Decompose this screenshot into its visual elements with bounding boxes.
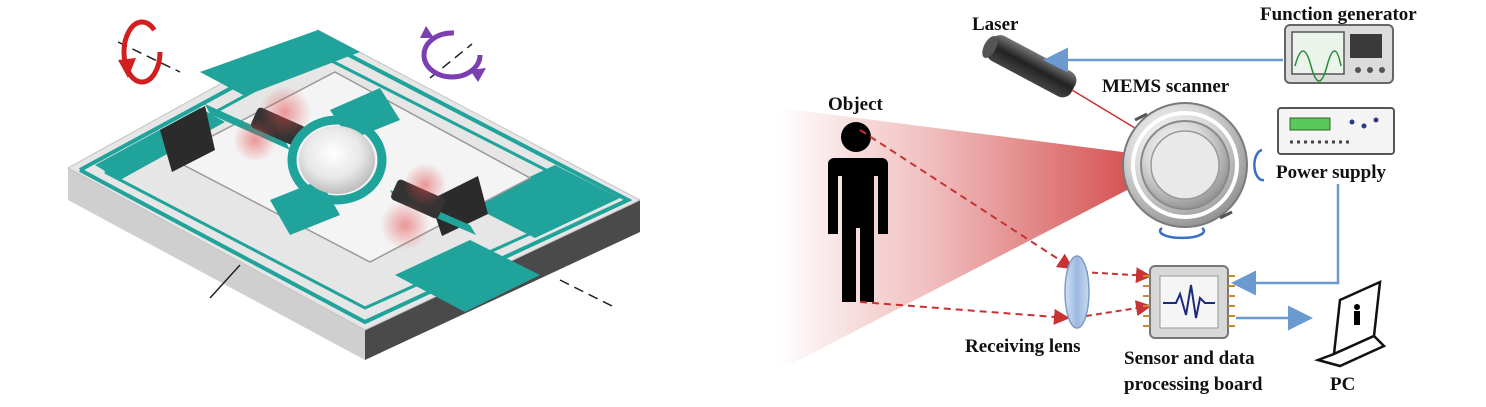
lens-to-board-upper: [1081, 267, 1152, 284]
receiving-lens-icon: [1064, 255, 1090, 329]
label-sensor-board-line1: Sensor and data: [1124, 348, 1255, 369]
mirror-disc: [299, 126, 375, 194]
substrate-side-front: [68, 168, 365, 360]
mems-scanner-icon: [1122, 102, 1248, 228]
trace-inner: [104, 53, 609, 310]
power-supply-icon: [1277, 107, 1395, 155]
label-receiving-lens: Receiving lens: [965, 336, 1081, 357]
lidar-schematic: Function generator Laser MEMS scanner Ob…: [780, 4, 1417, 395]
sensor-board-icon: [1143, 265, 1235, 339]
rotation-arrow-purple-icon: [420, 26, 486, 82]
return-path-lower: [859, 301, 1070, 325]
trace-outer: [79, 37, 633, 325]
power-to-board-arrow: [1231, 184, 1340, 296]
heat-glow-3: [403, 163, 447, 207]
mirror-ring: [287, 115, 387, 205]
heat-glow-2: [233, 118, 277, 162]
rotation-arrow-blue-side-icon: [1253, 148, 1265, 182]
heat-glow-4: [380, 200, 430, 250]
label-mems-scanner: MEMS scanner: [1102, 76, 1230, 97]
person-icon: [828, 122, 888, 302]
return-path-upper: [859, 129, 1074, 270]
mems-chip-illustration: [66, 19, 642, 360]
axis-line-2: [209, 264, 241, 299]
label-function-generator: Function generator: [1260, 4, 1417, 25]
heat-glow-1: [259, 86, 311, 138]
label-laser: Laser: [972, 14, 1019, 35]
axis-line-4: [559, 279, 613, 307]
rotation-arrow-blue-bottom-icon: [1158, 226, 1206, 240]
label-sensor-board-line2: processing board: [1124, 374, 1263, 395]
axis-line-1: [117, 41, 181, 73]
label-object: Object: [828, 94, 884, 115]
pad-right: [470, 165, 620, 238]
scan-cone: [780, 108, 1185, 370]
laser-icon: [982, 35, 1077, 98]
label-pc: PC: [1330, 374, 1355, 395]
rotation-arrow-red-icon: [118, 19, 163, 85]
anchor-left: [160, 106, 215, 172]
laptop-icon: [1313, 279, 1387, 368]
function-generator-icon: [1284, 24, 1394, 84]
lens-to-board-lower: [1085, 300, 1152, 317]
label-power-supply: Power supply: [1276, 162, 1386, 183]
gimbal-arm-top: [330, 88, 400, 140]
